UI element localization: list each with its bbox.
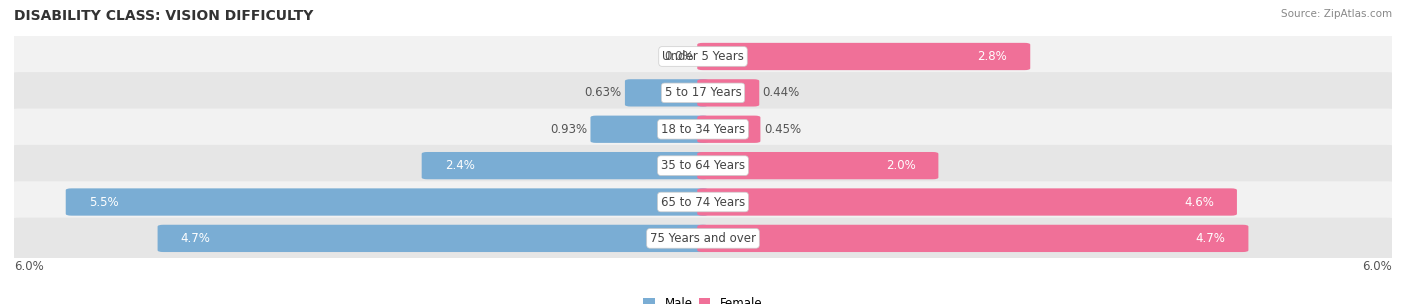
Text: 0.44%: 0.44% xyxy=(762,86,800,99)
Text: 0.45%: 0.45% xyxy=(763,123,801,136)
FancyBboxPatch shape xyxy=(6,36,1400,77)
Text: Under 5 Years: Under 5 Years xyxy=(662,50,744,63)
Text: 18 to 34 Years: 18 to 34 Years xyxy=(661,123,745,136)
Text: 2.4%: 2.4% xyxy=(444,159,474,172)
Text: 5.5%: 5.5% xyxy=(89,195,118,209)
Text: 4.7%: 4.7% xyxy=(180,232,211,245)
Text: 0.93%: 0.93% xyxy=(550,123,588,136)
Text: 0.0%: 0.0% xyxy=(664,50,693,63)
Text: 4.7%: 4.7% xyxy=(1195,232,1226,245)
Text: 0.63%: 0.63% xyxy=(585,86,621,99)
Text: 2.8%: 2.8% xyxy=(977,50,1007,63)
FancyBboxPatch shape xyxy=(6,145,1400,186)
FancyBboxPatch shape xyxy=(624,79,709,106)
FancyBboxPatch shape xyxy=(6,218,1400,259)
FancyBboxPatch shape xyxy=(422,152,709,179)
Text: 2.0%: 2.0% xyxy=(886,159,915,172)
FancyBboxPatch shape xyxy=(6,181,1400,223)
FancyBboxPatch shape xyxy=(697,43,1031,70)
Text: 65 to 74 Years: 65 to 74 Years xyxy=(661,195,745,209)
FancyBboxPatch shape xyxy=(157,225,709,252)
Text: 35 to 64 Years: 35 to 64 Years xyxy=(661,159,745,172)
Text: DISABILITY CLASS: VISION DIFFICULTY: DISABILITY CLASS: VISION DIFFICULTY xyxy=(14,9,314,23)
Text: 4.6%: 4.6% xyxy=(1184,195,1213,209)
Text: 75 Years and over: 75 Years and over xyxy=(650,232,756,245)
Text: Source: ZipAtlas.com: Source: ZipAtlas.com xyxy=(1281,9,1392,19)
Legend: Male, Female: Male, Female xyxy=(638,292,768,304)
FancyBboxPatch shape xyxy=(6,72,1400,114)
FancyBboxPatch shape xyxy=(6,109,1400,150)
Text: 5 to 17 Years: 5 to 17 Years xyxy=(665,86,741,99)
FancyBboxPatch shape xyxy=(697,79,759,106)
FancyBboxPatch shape xyxy=(66,188,709,216)
Text: 6.0%: 6.0% xyxy=(1362,260,1392,273)
Text: 6.0%: 6.0% xyxy=(14,260,44,273)
FancyBboxPatch shape xyxy=(591,116,709,143)
FancyBboxPatch shape xyxy=(697,152,938,179)
FancyBboxPatch shape xyxy=(697,188,1237,216)
FancyBboxPatch shape xyxy=(697,225,1249,252)
FancyBboxPatch shape xyxy=(697,116,761,143)
